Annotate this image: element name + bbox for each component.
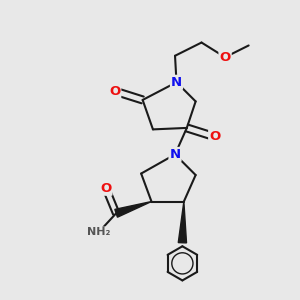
- Text: NH₂: NH₂: [87, 227, 110, 237]
- Polygon shape: [115, 202, 152, 217]
- Text: O: O: [100, 182, 112, 195]
- Text: N: N: [169, 148, 181, 161]
- Text: N: N: [171, 76, 182, 89]
- Text: O: O: [109, 85, 120, 98]
- Text: O: O: [220, 51, 231, 64]
- Text: O: O: [209, 130, 220, 143]
- Polygon shape: [178, 202, 187, 243]
